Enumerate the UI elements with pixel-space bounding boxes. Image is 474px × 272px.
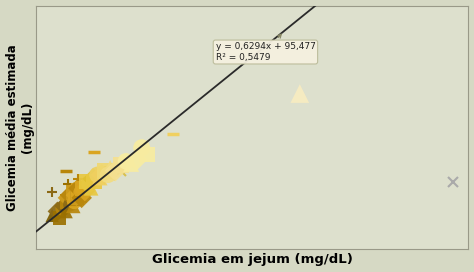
Point <box>128 162 135 166</box>
Point <box>85 182 93 187</box>
Point <box>101 169 109 173</box>
Point <box>98 173 106 177</box>
Point <box>111 169 119 173</box>
Point <box>75 186 82 190</box>
Point <box>64 200 72 204</box>
Point <box>56 216 64 220</box>
Point <box>69 204 77 208</box>
Point <box>91 180 98 184</box>
Point <box>83 180 91 184</box>
Y-axis label: Glicemia média estimada
(mg/dL): Glicemia média estimada (mg/dL) <box>6 44 34 211</box>
Point <box>71 200 78 204</box>
Point <box>81 189 89 193</box>
Point <box>66 202 74 207</box>
Point <box>73 193 80 197</box>
Point <box>138 146 146 150</box>
Point <box>76 193 83 197</box>
Text: y = 0,6294x + 95,477
R² = 0,5479: y = 0,6294x + 95,477 R² = 0,5479 <box>216 34 315 62</box>
Point <box>117 163 125 168</box>
Point <box>54 209 61 214</box>
Point <box>78 196 85 200</box>
Point <box>96 175 103 180</box>
Point <box>67 193 75 197</box>
Point <box>62 209 70 214</box>
Point <box>48 213 56 218</box>
Point <box>87 186 95 190</box>
Point <box>104 173 112 177</box>
Point <box>61 204 69 208</box>
Point <box>296 91 304 96</box>
Point <box>73 196 81 200</box>
X-axis label: Glicemia em jejum (mg/dL): Glicemia em jejum (mg/dL) <box>152 254 353 267</box>
Point <box>64 196 72 200</box>
Point <box>79 186 86 190</box>
Point <box>133 158 140 162</box>
Point <box>90 177 97 181</box>
Point <box>72 197 79 201</box>
Point <box>94 173 101 177</box>
Point <box>143 152 151 157</box>
Point <box>59 206 66 211</box>
Point <box>80 182 88 187</box>
Point <box>69 190 77 194</box>
Point <box>106 166 114 170</box>
Point <box>122 159 130 163</box>
Point <box>75 189 82 193</box>
Point <box>77 190 84 194</box>
